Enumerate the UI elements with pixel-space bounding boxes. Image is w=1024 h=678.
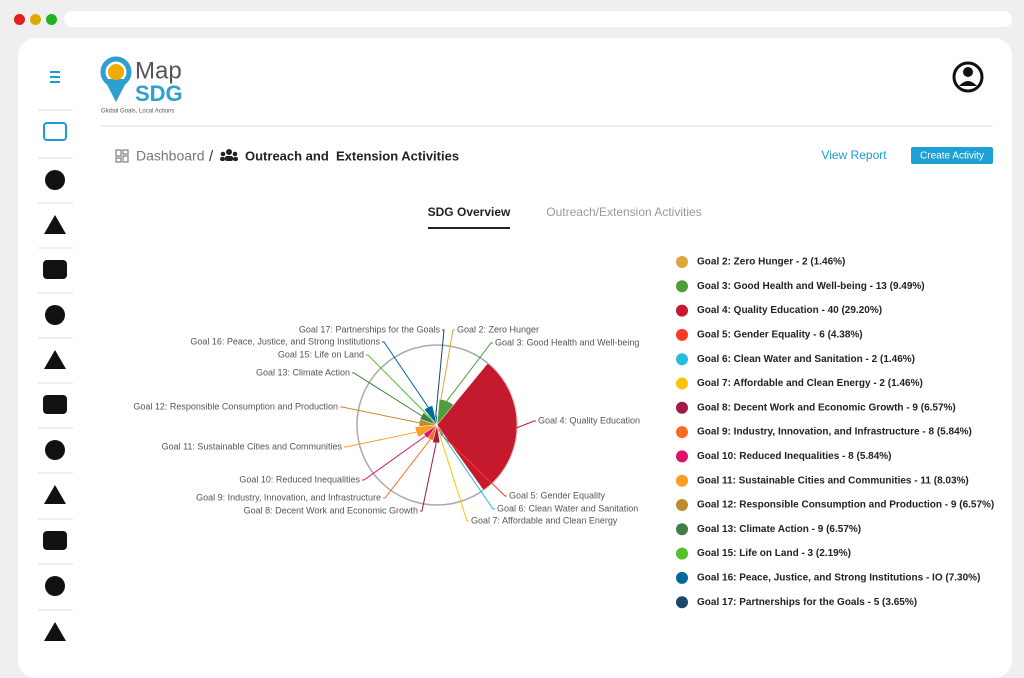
callout-label: Goal 2: Zero Hunger	[457, 324, 539, 334]
legend-swatch	[676, 353, 688, 365]
callout-label: Goal 3: Good Health and Well-being	[495, 337, 639, 347]
legend-swatch	[676, 450, 688, 462]
callout-line	[340, 407, 419, 423]
dashboard-icon	[116, 150, 128, 162]
legend: Goal 2: Zero Hunger - 2 (1.46%) Goal 3: G…	[676, 256, 994, 608]
legend-swatch	[676, 572, 688, 584]
user-avatar-body	[959, 81, 977, 86]
logo-tagline: Global Goals, Local Actions	[101, 109, 174, 115]
app-layer: Map SDG Global Goals, Local Actions Dash…	[0, 0, 1024, 662]
breadcrumb-home[interactable]: Dashboard	[136, 148, 205, 164]
legend-label: Goal 7: Affordable and Clean Energy - 2 …	[697, 378, 923, 389]
nav-icon[interactable]	[44, 215, 66, 234]
nav-icon[interactable]	[44, 485, 66, 504]
tab[interactable]: Outreach/Extension Activities	[546, 205, 701, 219]
legend-label: Goal 16: Peace, Justice, and Strong Inst…	[697, 573, 980, 584]
legend-label: Goal 10: Reduced Inequalities - 8 (5.84%…	[697, 451, 892, 462]
callout-label: Goal 15: Life on Land	[278, 349, 364, 359]
callout-label: Goal 7: Affordable and Clean Energy	[471, 515, 618, 525]
nav-icon[interactable]	[45, 305, 65, 325]
legend-swatch	[676, 475, 688, 487]
callout-label: Goal 5: Gender Equality	[509, 490, 606, 500]
nav-icon[interactable]	[45, 170, 65, 190]
legend-swatch	[676, 402, 688, 414]
callout-label: Goal 12: Responsible Consumption and Pro…	[133, 401, 338, 411]
nav-icon[interactable]	[45, 576, 65, 596]
nav-icon[interactable]	[44, 396, 66, 413]
legend-swatch	[676, 329, 688, 341]
callout-label: Goal 4: Quality Education	[538, 415, 640, 425]
page: Map SDG Global Goals, Local Actions Dash…	[0, 0, 1024, 662]
logo-sub: SDG	[135, 81, 183, 106]
legend-label: Goal 15: Life on Land - 3 (2.19%)	[697, 548, 851, 559]
group-icon	[220, 149, 238, 161]
logo-wheel	[108, 64, 124, 80]
callout-line	[420, 443, 436, 511]
legend-label: Goal 4: Quality Education - 40 (29.20%)	[697, 305, 882, 316]
legend-swatch	[676, 305, 688, 317]
legend-label: Goal 17: Partnerships for the Goals - 5 …	[697, 597, 917, 608]
legend-swatch	[676, 280, 688, 292]
callout-line	[344, 432, 416, 447]
nav-icon[interactable]	[44, 622, 66, 641]
legend-label: Goal 3: Good Health and Well-being - 13 …	[697, 281, 925, 292]
nav-icon[interactable]	[44, 261, 66, 278]
callout-label: Goal 8: Decent Work and Economic Growth	[244, 505, 418, 515]
tab-active[interactable]: SDG Overview	[428, 205, 511, 219]
callout-label: Goal 13: Climate Action	[256, 367, 350, 377]
legend-label: Goal 12: Responsible Consumption and Pro…	[697, 500, 994, 511]
callout-label: Goal 6: Clean Water and Sanitation	[497, 503, 638, 513]
legend-label: Goal 13: Climate Action - 9 (6.57%)	[697, 524, 861, 535]
create-activity-label[interactable]: Create Activity	[920, 151, 984, 162]
sidebar	[38, 72, 73, 641]
callout-label: Goal 16: Peace, Justice, and Strong Inst…	[190, 336, 380, 346]
legend-swatch	[676, 256, 688, 268]
legend-label: Goal 8: Decent Work and Economic Growth …	[697, 402, 956, 413]
legend-label: Goal 2: Zero Hunger - 2 (1.46%)	[697, 257, 845, 268]
logo-pin-tip	[104, 79, 128, 102]
legend-swatch	[676, 499, 688, 511]
callout-label: Goal 9: Industry, Innovation, and Infras…	[196, 492, 381, 502]
nav-icon[interactable]	[44, 350, 66, 369]
callout-label: Goal 10: Reduced Inequalities	[239, 474, 360, 484]
nav-icon[interactable]	[45, 440, 65, 460]
legend-label: Goal 5: Gender Equality - 6 (4.38%)	[697, 330, 863, 341]
legend-swatch	[676, 548, 688, 560]
breadcrumb-current: Outreach and Extension Activities	[245, 148, 459, 163]
callout-label: Goal 17: Partnerships for the Goals	[299, 324, 441, 334]
breadcrumb-separator: /	[209, 148, 214, 165]
view-report-link[interactable]: View Report	[821, 148, 887, 162]
user-avatar-head	[963, 67, 973, 77]
callout-label: Goal 11: Sustainable Cities and Communit…	[162, 441, 343, 451]
sdg-chart: Goal 2: Zero Hunger Goal 3: Good Health a…	[133, 324, 640, 525]
legend-label: Goal 9: Industry, Innovation, and Infras…	[697, 427, 972, 438]
callout-line	[517, 421, 536, 428]
nav-icon[interactable]	[44, 532, 66, 549]
legend-label: Goal 11: Sustainable Cities and Communit…	[697, 475, 969, 486]
legend-swatch	[676, 596, 688, 608]
legend-swatch	[676, 426, 688, 438]
legend-label: Goal 6: Clean Water and Sanitation - 2 (…	[697, 354, 915, 365]
legend-swatch	[676, 378, 688, 390]
nav-icon[interactable]	[44, 123, 66, 140]
legend-swatch	[676, 523, 688, 535]
